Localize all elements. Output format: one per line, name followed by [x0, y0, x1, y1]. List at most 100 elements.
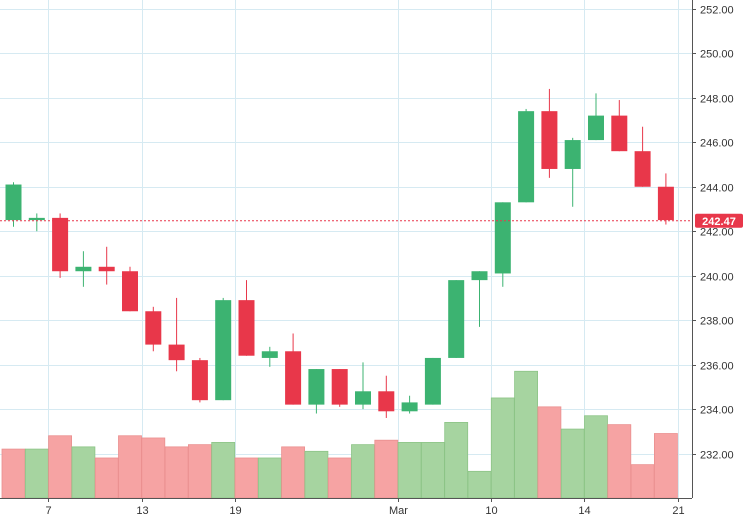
candle — [238, 280, 255, 356]
volume-bar — [654, 433, 678, 499]
volume-bar — [420, 442, 445, 499]
x-tick-label: 10 — [485, 505, 497, 517]
candle — [52, 213, 69, 278]
candle-body — [378, 391, 395, 412]
volume-bar — [607, 424, 632, 499]
candle — [285, 333, 302, 405]
y-tick-label: 236.00 — [700, 361, 734, 373]
volume-bar — [257, 457, 282, 499]
volume-bar — [444, 422, 469, 499]
volume-bar — [584, 415, 608, 499]
candle — [494, 202, 511, 287]
volume-bar — [490, 397, 515, 499]
candle-body — [28, 217, 45, 221]
candle — [564, 137, 581, 207]
last-price-label: 242.47 — [702, 216, 736, 228]
candle-body — [355, 391, 371, 405]
candle — [122, 266, 138, 312]
y-axis-ticks: 252.00 250.00 248.00 246.00 244.00 242.00 240.… — [692, 5, 734, 462]
candle — [168, 297, 185, 372]
x-tick-label: 14 — [578, 505, 590, 517]
x-tick-label: 7 — [45, 505, 51, 517]
volume-bar — [24, 448, 49, 499]
candle-body — [5, 184, 22, 221]
candle — [28, 213, 45, 232]
candle — [401, 395, 418, 414]
candle — [588, 93, 604, 141]
candle-body — [331, 369, 348, 405]
candle — [75, 251, 92, 287]
candle-body — [122, 271, 138, 312]
candle-body — [168, 344, 185, 361]
volume-bar — [48, 435, 72, 499]
candle-body — [401, 402, 418, 412]
x-axis-ticks: 7 13 19 Mar 10 14 21 — [45, 498, 685, 517]
y-tick-label: 248.00 — [700, 94, 734, 106]
volume-bar — [304, 450, 329, 499]
y-tick-label: 246.00 — [700, 138, 734, 150]
y-tick-label: 250.00 — [700, 49, 734, 61]
x-tick-label: 21 — [672, 505, 684, 517]
candle-body — [541, 111, 558, 169]
volume-bar — [537, 406, 562, 499]
volume-bar — [141, 437, 166, 499]
volume-bar — [630, 464, 655, 499]
candle — [261, 346, 278, 367]
volume-bar — [234, 457, 259, 499]
volume-bar — [71, 446, 96, 499]
candle-body — [52, 217, 69, 272]
candle — [215, 297, 232, 401]
y-tick-label: 242.00 — [700, 227, 734, 239]
candle-body — [215, 300, 232, 401]
y-tick-label: 232.00 — [700, 450, 734, 462]
volume-bar — [281, 446, 306, 499]
x-tick-label: 13 — [136, 505, 148, 517]
candle-body — [657, 186, 674, 221]
y-tick-label: 244.00 — [700, 183, 734, 195]
candle — [378, 375, 395, 418]
candle — [98, 246, 115, 285]
y-tick-label: 234.00 — [700, 405, 734, 417]
candle-body — [145, 311, 162, 345]
candle — [448, 280, 465, 358]
volume-bar — [164, 446, 189, 499]
candle-body — [424, 357, 441, 405]
candle — [331, 369, 348, 407]
volume-bar — [374, 439, 399, 499]
candle — [355, 362, 371, 410]
volume-bar — [467, 470, 492, 499]
candle-body — [448, 280, 465, 358]
candle — [191, 357, 208, 403]
volume-bar — [211, 442, 236, 499]
y-tick-label: 238.00 — [700, 316, 734, 328]
candle — [5, 182, 22, 227]
last-price-tag: 242.47 — [695, 213, 743, 228]
candle — [471, 271, 488, 327]
candle — [657, 173, 674, 225]
candle-body — [261, 351, 278, 358]
volume-bar — [94, 457, 119, 499]
volume-bar — [118, 435, 142, 499]
candle-body — [518, 111, 535, 203]
volume-bar — [514, 370, 538, 499]
candle-body — [75, 266, 92, 272]
candle-body — [494, 202, 511, 274]
candle-body — [611, 115, 628, 152]
volume-bar — [560, 428, 585, 499]
candle-body — [471, 271, 488, 281]
candle-body — [285, 351, 302, 405]
candle — [424, 357, 441, 405]
candle — [541, 88, 558, 178]
volume-bars — [1, 370, 678, 499]
y-tick-label: 240.00 — [700, 272, 734, 284]
x-tick-label: Mar — [389, 505, 408, 517]
candle-body — [98, 266, 115, 272]
candle — [145, 306, 162, 352]
candles — [5, 88, 674, 418]
y-tick-label: 252.00 — [700, 5, 734, 17]
candle-body — [308, 369, 325, 405]
candle-body — [634, 151, 651, 187]
candle-body — [191, 360, 208, 401]
volume-bar — [1, 448, 26, 499]
